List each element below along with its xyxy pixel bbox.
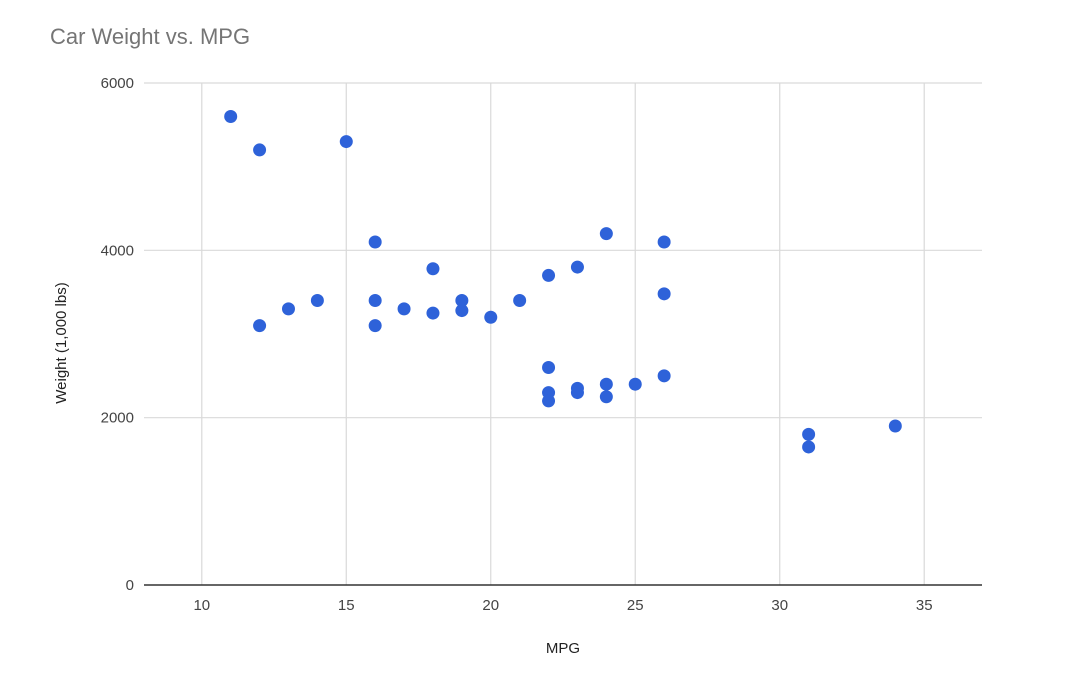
scatter-point — [657, 235, 671, 249]
scatter-point — [426, 262, 440, 276]
scatter-point — [542, 360, 556, 374]
y-tick-label: 6000 — [101, 75, 134, 92]
scatter-point — [888, 419, 902, 433]
scatter-point — [513, 294, 527, 308]
scatter-point — [484, 310, 498, 324]
y-tick-label: 0 — [126, 577, 134, 594]
scatter-point — [281, 302, 295, 316]
x-axis-title: MPG — [546, 640, 580, 657]
scatter-point — [802, 440, 816, 454]
chart-title: Car Weight vs. MPG — [50, 24, 251, 49]
scatter-point — [253, 143, 267, 157]
x-tick-label: 20 — [482, 597, 499, 614]
data-points — [224, 109, 902, 454]
scatter-point — [570, 260, 584, 274]
y-tick-label: 4000 — [101, 242, 134, 259]
scatter-point — [542, 394, 556, 408]
axes: 10 15 20 25 30 35 0 2000 4000 6000 — [101, 75, 982, 614]
scatter-point — [426, 306, 440, 320]
scatter-point — [310, 294, 324, 308]
grid-lines — [144, 82, 982, 585]
scatter-point — [397, 302, 411, 316]
x-tick-label: 30 — [771, 597, 788, 614]
x-tick-label: 25 — [627, 597, 644, 614]
scatter-point — [657, 287, 671, 301]
y-axis-title: Weight (1,000 lbs) — [53, 282, 70, 403]
scatter-point — [542, 268, 556, 282]
y-tick-label: 2000 — [101, 410, 134, 427]
scatter-point — [455, 304, 469, 318]
scatter-point — [599, 377, 613, 391]
scatter-point — [455, 294, 469, 308]
scatter-point — [339, 135, 353, 149]
scatter-point — [570, 386, 584, 400]
scatter-point — [802, 427, 816, 441]
scatter-point — [599, 390, 613, 404]
scatter-point — [368, 294, 382, 308]
scatter-point — [368, 235, 382, 249]
x-tick-label: 35 — [916, 597, 933, 614]
scatter-point — [657, 369, 671, 383]
x-tick-label: 15 — [338, 597, 355, 614]
scatter-point — [599, 227, 613, 241]
scatter-point — [628, 377, 642, 391]
scatter-point — [368, 319, 382, 333]
scatter-point — [253, 319, 267, 333]
scatter-point — [224, 109, 238, 123]
x-tick-label: 10 — [193, 597, 210, 614]
